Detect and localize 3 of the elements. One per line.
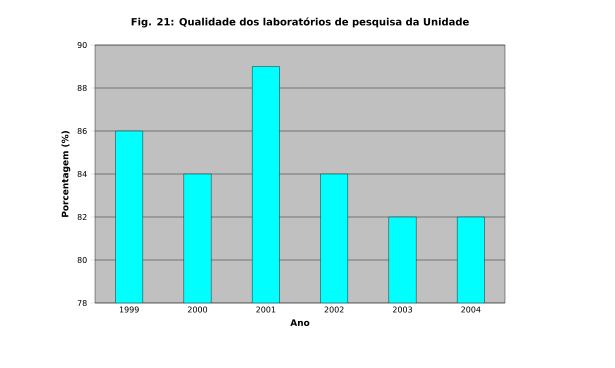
chart-title: Fig. 21: Qualidade dos laboratórios de pesquisa da Unidade xyxy=(132,17,469,28)
y-axis-title: Porcentagem (%) xyxy=(62,131,70,217)
x-axis-title: Ano xyxy=(290,319,310,326)
